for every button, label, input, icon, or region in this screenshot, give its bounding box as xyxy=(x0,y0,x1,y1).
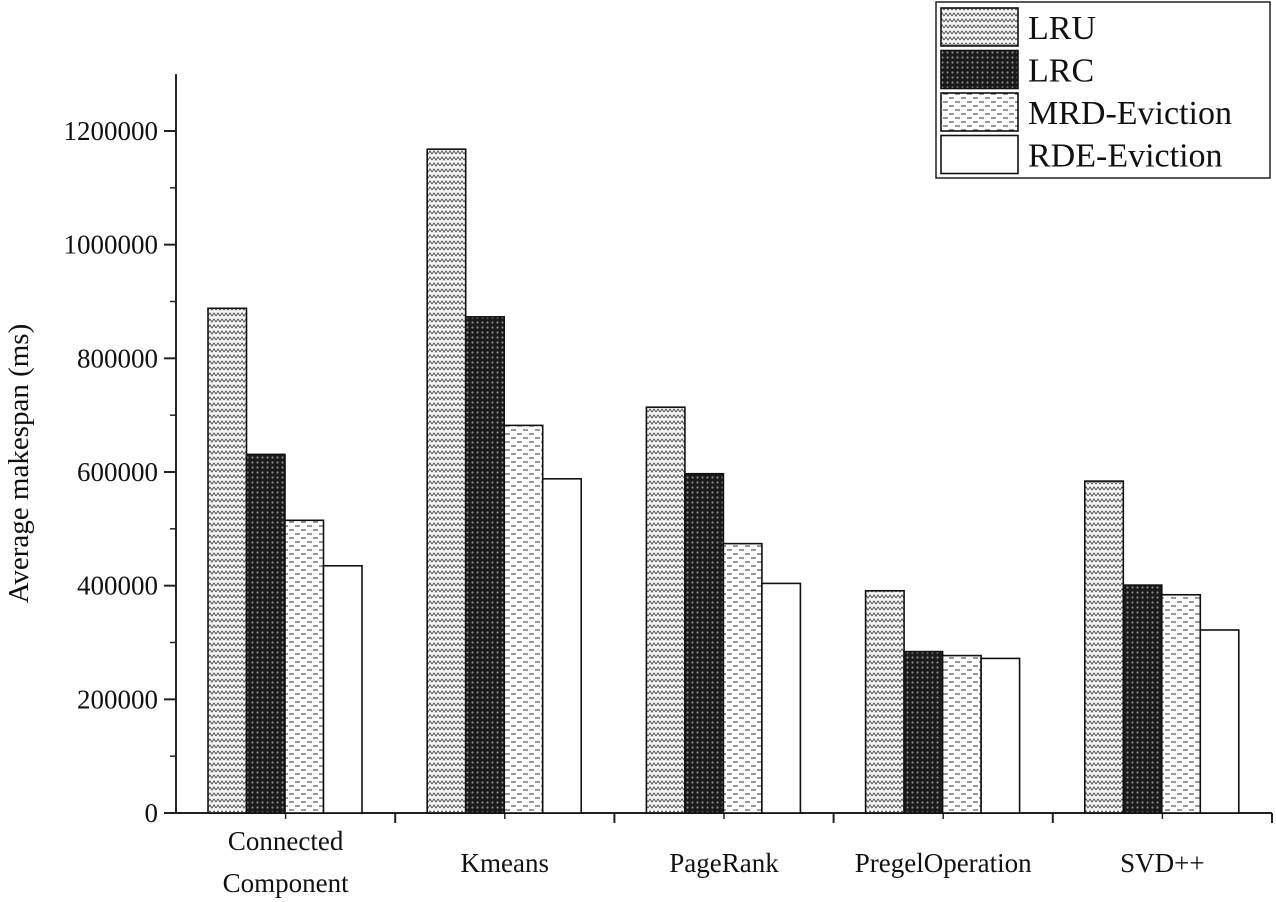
x-category-label: Kmeans xyxy=(461,848,549,878)
bar-lrc xyxy=(684,472,725,814)
bar-mrd-eviction xyxy=(722,542,763,814)
bar-lrc xyxy=(1122,584,1163,814)
y-tick-label: 400000 xyxy=(77,571,158,601)
x-category-label: SVD++ xyxy=(1120,848,1204,878)
bar-lru xyxy=(207,307,248,814)
x-category-label: PregelOperation xyxy=(855,848,1032,878)
y-tick-label: 1000000 xyxy=(64,230,159,260)
bar-lrc xyxy=(245,453,286,814)
bar-mrd-eviction xyxy=(284,519,325,814)
bars xyxy=(207,148,1240,814)
bar-rde-eviction xyxy=(1199,629,1240,814)
legend-swatch xyxy=(940,7,1019,47)
y-tick-label: 0 xyxy=(145,798,159,828)
bar-rde-eviction xyxy=(322,564,363,814)
bar-rde-eviction xyxy=(980,657,1021,814)
bar-lrc xyxy=(903,650,944,814)
bar-rde-eviction xyxy=(541,478,583,814)
y-axis-title: Average makespan (ms) xyxy=(3,324,35,604)
bar-lrc xyxy=(464,316,506,814)
bar-lru xyxy=(645,406,686,814)
bar-rde-eviction xyxy=(761,582,802,814)
y-tick-label: 1200000 xyxy=(64,116,159,146)
legend-swatch xyxy=(940,49,1019,90)
bar-lru xyxy=(864,589,905,814)
y-tick-label: 200000 xyxy=(77,684,158,714)
legend-label: MRD-Eviction xyxy=(1028,95,1232,132)
x-category-label: Connected xyxy=(228,826,344,856)
legend-label: LRU xyxy=(1028,10,1096,47)
x-category-label: PageRank xyxy=(669,848,779,878)
bar-mrd-eviction xyxy=(941,654,982,814)
x-category-label: Component xyxy=(223,868,349,898)
legend-swatch xyxy=(940,92,1019,132)
y-tick-label: 800000 xyxy=(77,343,158,373)
bar-mrd-eviction xyxy=(503,424,544,814)
legend-label: RDE-Eviction xyxy=(1028,138,1223,175)
bar-lru xyxy=(1084,480,1125,814)
legend: LRU LRC MRD-Eviction RDE-Eviction xyxy=(935,1,1271,179)
legend-label: LRC xyxy=(1028,53,1094,90)
labels: 0 200000 400000 600000 800000 1000000 1200000 A… xyxy=(3,116,1205,898)
bar-lru xyxy=(426,148,467,814)
y-tick-label: 600000 xyxy=(77,457,158,487)
bar-mrd-eviction xyxy=(1161,593,1202,814)
legend-swatch xyxy=(940,134,1019,175)
